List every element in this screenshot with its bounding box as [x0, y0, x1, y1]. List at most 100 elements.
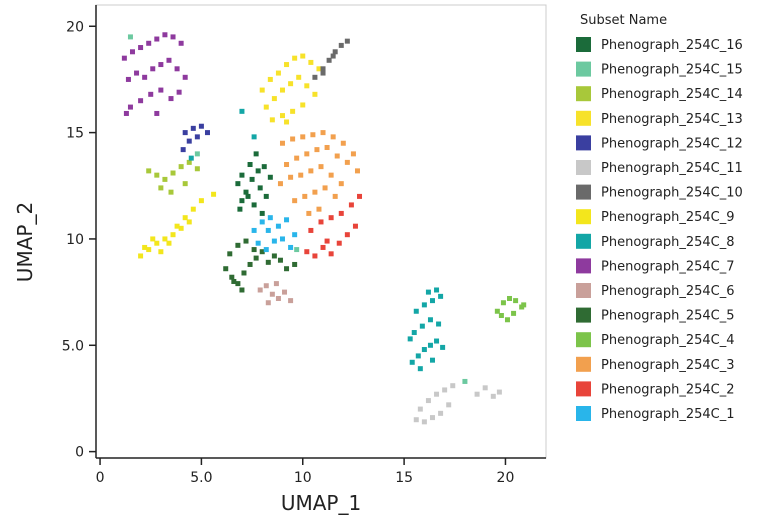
point	[417, 366, 423, 372]
legend-swatch	[576, 233, 591, 249]
point	[275, 295, 281, 301]
point	[257, 185, 263, 191]
legend-label: Phenograph_254C_14	[601, 87, 743, 102]
point	[170, 170, 176, 176]
point	[223, 266, 229, 272]
point	[292, 55, 298, 61]
point	[188, 155, 194, 161]
point	[312, 74, 318, 80]
point	[180, 147, 186, 153]
point	[154, 172, 160, 178]
point	[279, 140, 285, 146]
point	[474, 391, 480, 397]
legend-title: Subset Name	[580, 13, 667, 28]
legend-label: Phenograph_254C_12	[601, 136, 743, 151]
point	[186, 219, 192, 225]
point	[290, 108, 296, 114]
y-tick-label: 0	[75, 445, 84, 461]
x-tick-label: 20	[497, 470, 515, 486]
point	[312, 253, 318, 259]
legend-label: Phenograph_254C_3	[601, 358, 735, 373]
legend-swatch	[576, 381, 591, 397]
legend-swatch	[576, 258, 591, 274]
point	[316, 206, 322, 212]
point	[350, 151, 356, 157]
legend-label: Phenograph_254C_9	[601, 210, 735, 225]
point	[352, 223, 358, 229]
point	[138, 45, 144, 51]
point	[182, 181, 188, 187]
point	[253, 151, 259, 157]
point	[318, 219, 324, 225]
point	[357, 193, 363, 199]
point	[241, 270, 247, 276]
point	[411, 330, 417, 336]
point	[320, 244, 326, 250]
point	[263, 247, 269, 253]
point	[279, 87, 285, 93]
legend-label: Phenograph_254C_13	[601, 112, 743, 127]
point	[312, 91, 318, 97]
point	[249, 176, 255, 182]
point	[235, 181, 241, 187]
point	[174, 66, 180, 72]
point	[298, 172, 304, 178]
point	[263, 104, 269, 110]
point	[344, 159, 350, 165]
legend-label: Phenograph_254C_6	[601, 284, 735, 299]
point	[134, 70, 140, 76]
point	[328, 251, 334, 257]
point	[239, 108, 245, 114]
point	[154, 240, 160, 246]
point	[419, 323, 425, 329]
point	[332, 49, 338, 55]
point	[277, 257, 283, 263]
point	[255, 168, 261, 174]
point	[247, 162, 253, 168]
point	[231, 278, 237, 284]
point	[421, 347, 427, 353]
point	[259, 87, 265, 93]
point	[168, 189, 174, 195]
point	[498, 313, 504, 319]
point	[259, 210, 265, 216]
point	[312, 189, 318, 195]
point	[178, 40, 184, 46]
point	[513, 298, 519, 304]
point	[239, 287, 245, 293]
point	[300, 134, 306, 140]
point	[146, 168, 152, 174]
point	[186, 138, 192, 144]
point	[235, 281, 241, 287]
point	[259, 249, 265, 255]
point	[251, 134, 257, 140]
point	[282, 289, 288, 295]
point	[194, 166, 200, 172]
point	[265, 259, 271, 265]
legend-label: Phenograph_254C_5	[601, 309, 735, 324]
legend-label: Phenograph_254C_16	[601, 38, 743, 53]
point	[245, 193, 251, 199]
point	[354, 168, 360, 174]
point	[182, 74, 188, 80]
point	[288, 244, 294, 250]
point	[198, 198, 204, 204]
point	[421, 419, 427, 425]
x-tick-label: 5.0	[190, 470, 212, 486]
point	[142, 244, 148, 250]
legend-swatch	[576, 61, 591, 77]
point	[462, 378, 468, 384]
point	[436, 321, 442, 327]
point	[427, 317, 433, 323]
legend-swatch	[576, 86, 591, 102]
point	[292, 198, 298, 204]
point	[194, 134, 200, 140]
point	[182, 130, 188, 136]
point	[259, 219, 265, 225]
point	[496, 389, 502, 395]
point	[308, 227, 314, 233]
point	[290, 136, 296, 142]
y-tick-label: 5.0	[62, 338, 84, 354]
legend-swatch	[576, 110, 591, 126]
point	[186, 159, 192, 165]
